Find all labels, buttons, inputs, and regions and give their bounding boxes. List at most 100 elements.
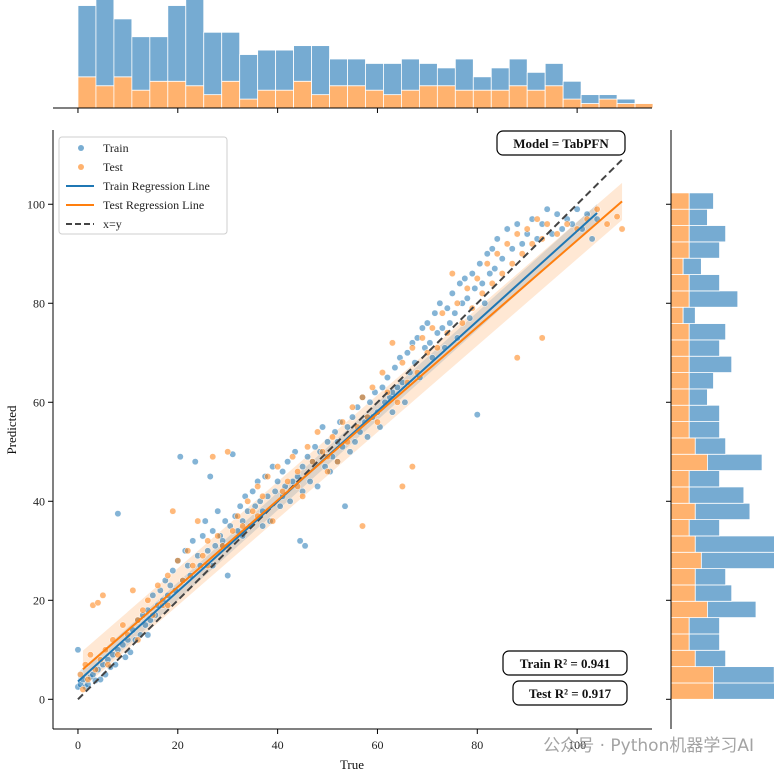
top-hist-train-bar [329,58,348,87]
train-point [456,280,464,287]
model-box [496,130,626,156]
right-hist-test-bar [670,470,690,488]
right-hist-train-bar [688,421,720,439]
x-axis-ticks: 0 20 40 60 80 100 [75,729,586,752]
x-tick-label: 0 [75,738,81,752]
train-point [149,591,157,599]
test-point [169,507,177,515]
right-hist-test-bar [670,437,696,455]
train-point [473,411,481,419]
train-point [279,468,287,476]
test-point [428,324,436,332]
test-point [104,661,112,669]
train-point [573,205,581,213]
test-point [334,458,341,466]
test-point [563,220,571,228]
test-point [458,319,466,327]
right-hist-train-bar [694,437,727,455]
top-hist-train-bar [113,18,133,78]
right-hist-train-bar [688,208,708,226]
right-hist-test-bar [670,257,684,275]
train-point [276,502,284,510]
top-hist-test-bar [77,76,97,109]
top-hist-test-bar [598,98,618,109]
test-point [314,428,322,436]
y-axis-ticks: 0 20 40 60 80 100 [27,197,53,706]
test-point [99,591,107,599]
y-tick-label: 60 [33,395,45,409]
top-hist-test-bar [436,85,456,109]
train-point [436,299,444,307]
right-hist-train-bar [694,535,774,553]
test-point [299,492,307,500]
train-point [221,517,229,525]
train-point [201,517,209,525]
test-point [513,354,521,362]
top-hist-test-bar [347,85,366,109]
right-hist-train-bar [688,192,714,210]
right-hist-train-bar [682,306,696,324]
legend-train-line-label: Train Regression Line [103,179,210,193]
train-r2-label: Train R² = 0.941 [520,656,611,671]
test-point [393,398,401,406]
top-hist-test-bar [149,80,169,109]
train-point [324,438,331,446]
top-hist-test-bar [257,89,277,109]
x-tick-label: 80 [471,738,483,752]
top-hist-train-bar [616,98,636,104]
right-hist-test-bar [670,519,690,537]
test-point [483,260,491,268]
train-point [438,324,446,332]
x-axis-label: True [340,757,364,772]
test-point [379,369,386,377]
test-point [438,309,446,317]
test-point [339,418,346,426]
legend-test-label: Test [103,160,123,174]
right-hist-test-bar [670,290,690,308]
test-point [279,487,287,495]
test-point [86,651,94,659]
test-point [234,512,242,520]
right-hist-train-bar [688,388,708,406]
top-hist-test-bar [454,89,474,109]
train-point [346,448,354,456]
top-hist-test-bar [203,94,223,109]
test-point [164,601,172,609]
legend-test-line-label: Test Regression Line [103,198,204,212]
train-point [403,349,411,357]
train-point [304,453,312,461]
train-point [498,255,506,263]
right-hist-train-bar [688,372,714,390]
test-point [94,599,102,607]
train-point [144,631,152,639]
top-hist-test-bar [526,89,546,109]
test-point [453,299,461,307]
train-point [488,245,496,253]
right-hist-train-bar [707,600,757,619]
test-point [408,463,416,471]
right-hist-test-bar [670,388,690,406]
right-hist-train-bar [688,470,720,488]
test-point [448,270,456,278]
test-point [613,213,621,221]
test-regression-line [82,200,623,670]
train-point [513,220,521,228]
test-point [304,443,312,451]
legend-train-marker [78,145,84,151]
test-point [603,220,611,228]
right-hist-train-bar [688,633,720,651]
train-point [379,383,386,391]
test-point [533,215,541,223]
right-hist-train-bar [688,339,720,357]
test-point [284,478,292,485]
test-point [478,289,486,297]
legend-train-label: Train [103,141,129,155]
x-tick-label: 60 [371,738,383,752]
right-hist-train-bar [700,551,774,570]
top-hist-train-bar [347,58,366,87]
train-point [426,339,434,347]
top-hist-train-bar [544,63,564,87]
right-hist-test-bar [670,323,690,341]
train-point [558,225,566,233]
